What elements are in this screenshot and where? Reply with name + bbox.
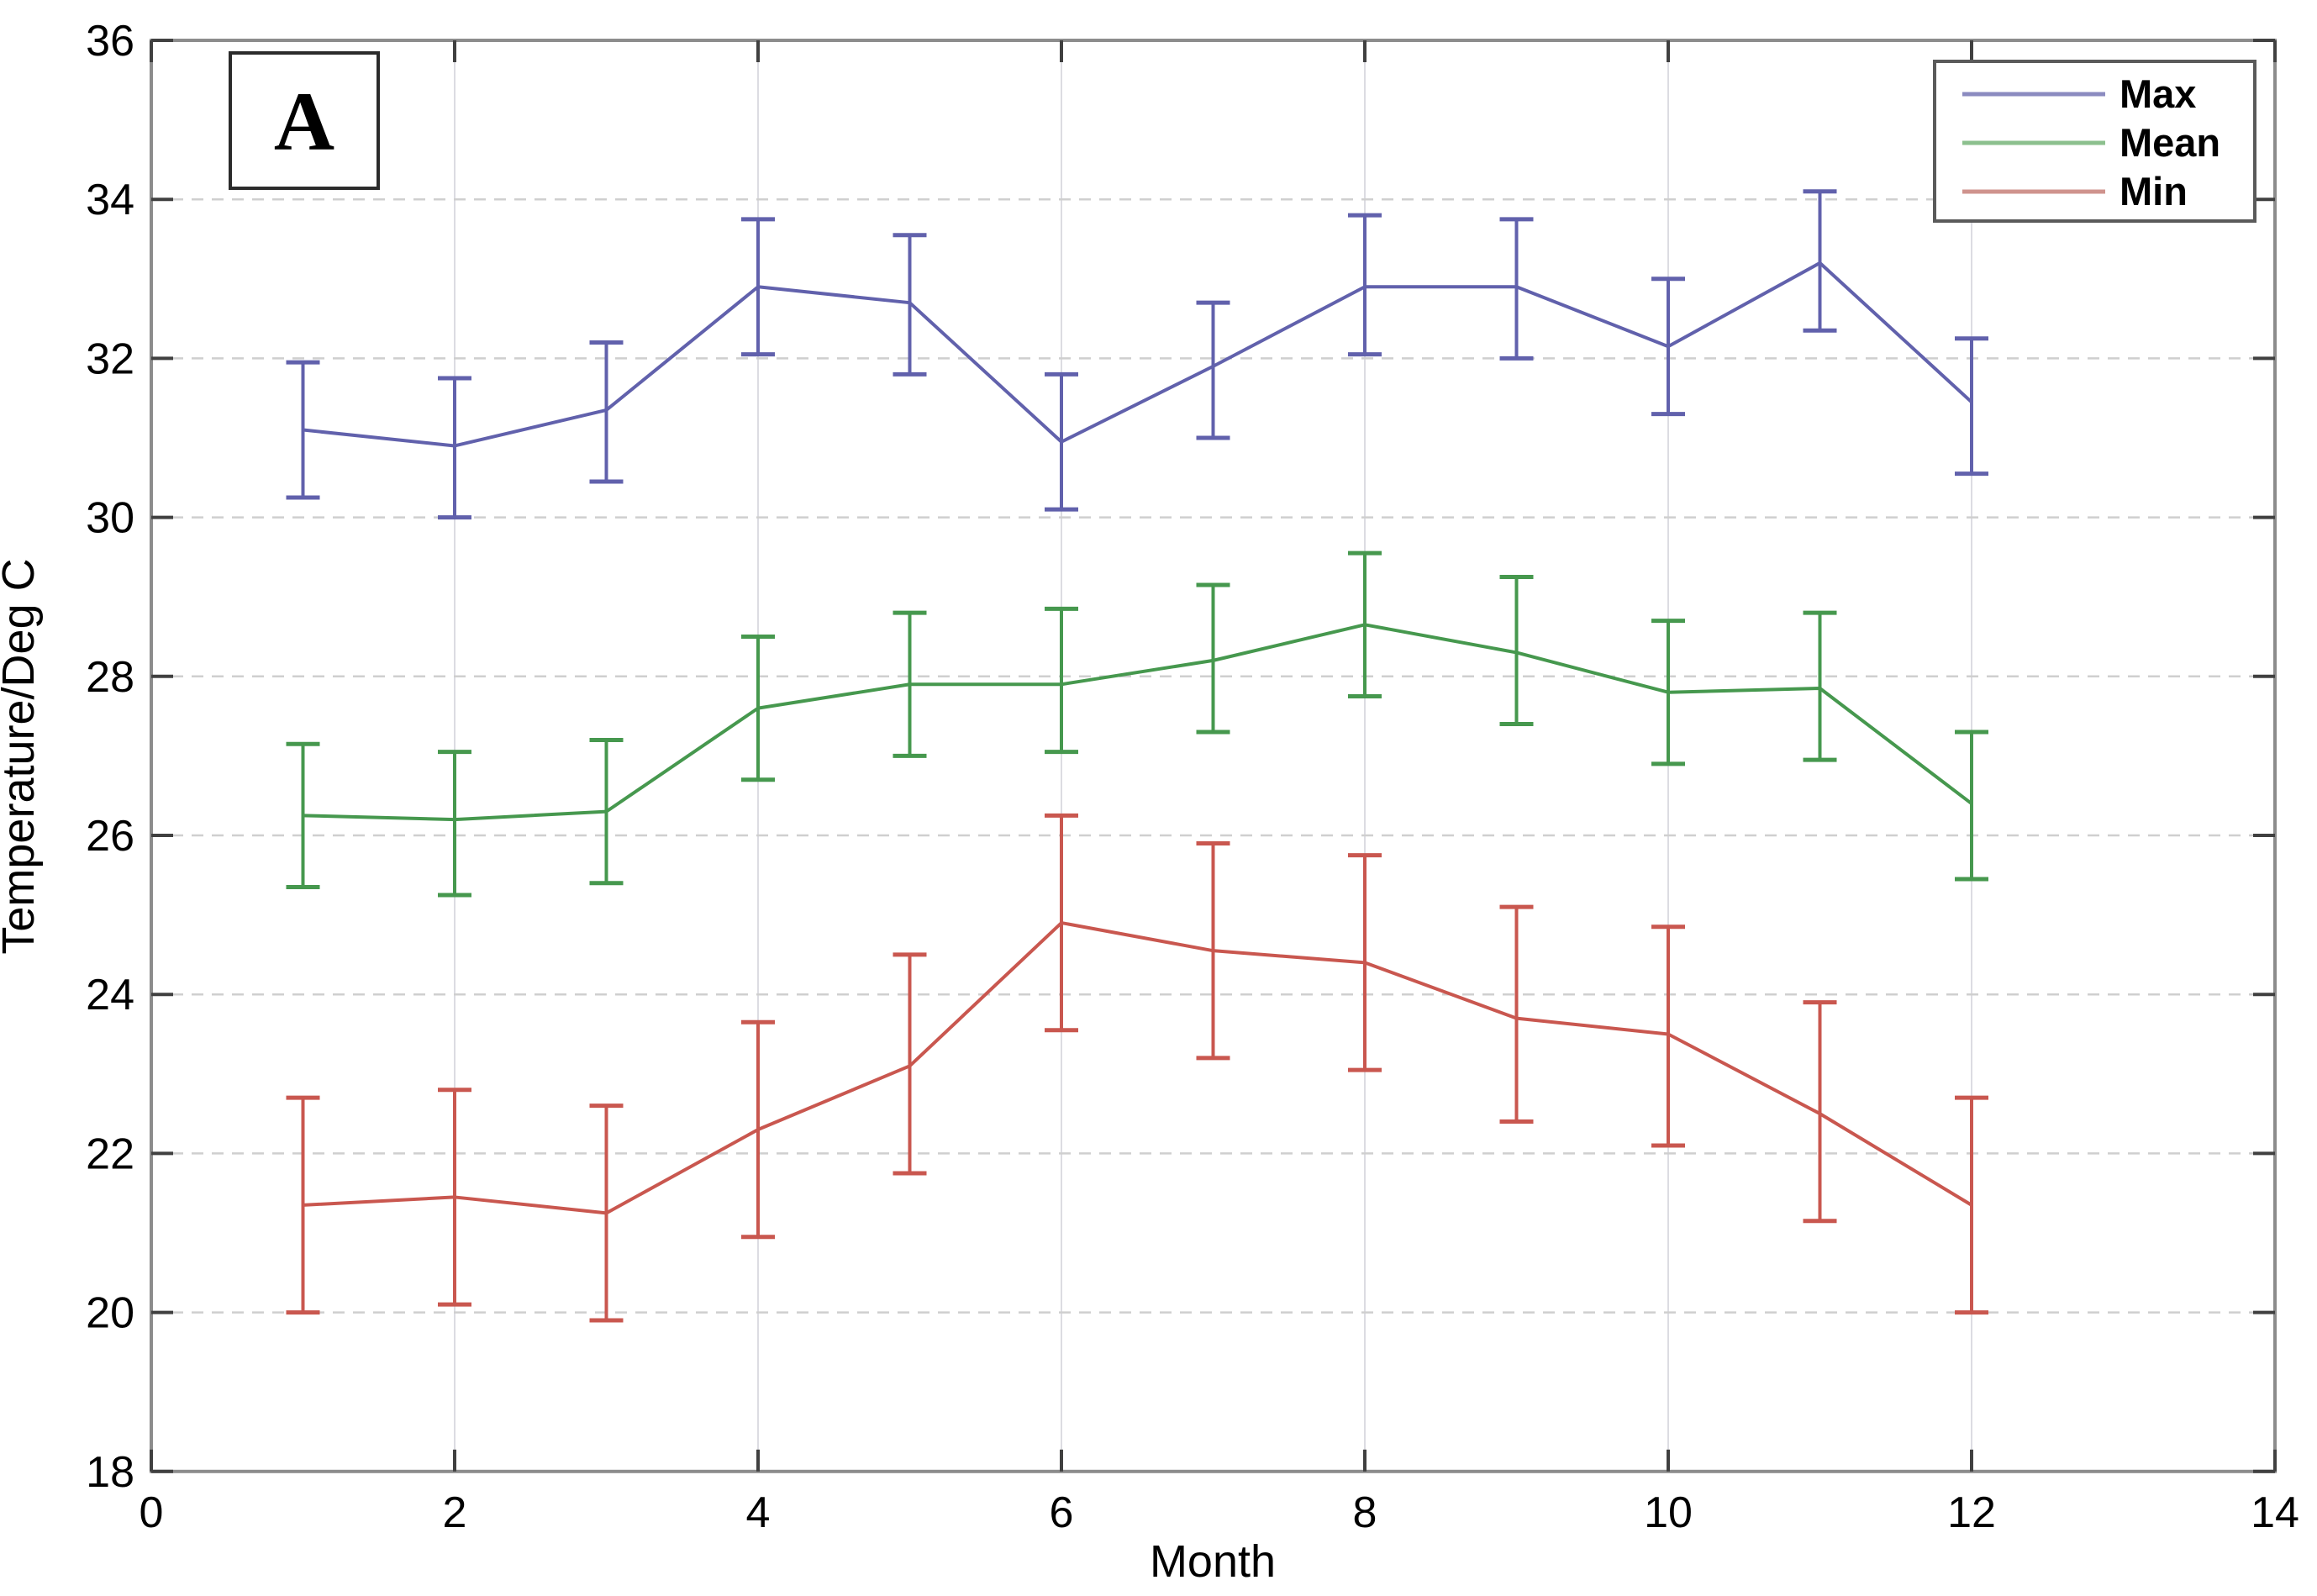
min-series-line (303, 921, 1973, 1215)
max-error-bar (1196, 300, 1230, 440)
min-error-bar (1803, 1000, 1837, 1224)
x-tick-label: 14 (2251, 1488, 2299, 1537)
y-tick-label: 26 (86, 812, 134, 861)
max-error-bar (438, 376, 471, 520)
max-error-bar (1499, 217, 1534, 361)
plot-frame (150, 39, 2277, 1473)
max-error-bar (1955, 336, 1988, 477)
y-tick-label: 28 (86, 653, 134, 702)
mean-series (286, 550, 1988, 898)
y-tick-label: 24 (86, 971, 134, 1019)
max-series (286, 189, 1988, 520)
legend-label-min: Min (2120, 169, 2188, 213)
y-tick-label: 22 (86, 1130, 134, 1178)
x-tick-label: 8 (1353, 1488, 1377, 1537)
mean-series-line (303, 623, 1973, 822)
series-layer (286, 189, 1988, 1323)
y-tick-label: 32 (86, 334, 134, 383)
y-axis-label: Temperature/Deg C (0, 558, 44, 954)
max-error-bar (1348, 213, 1382, 357)
mean-error-bar (1196, 582, 1230, 735)
legend-label-max: Max (2120, 71, 2196, 116)
panel-label-box: A (229, 51, 380, 190)
x-tick-label: 12 (1947, 1488, 1996, 1537)
x-tick-label: 6 (1050, 1488, 1074, 1537)
y-tick-label: 30 (86, 494, 134, 543)
y-tick-label: 18 (86, 1448, 134, 1497)
x-tick-label: 0 (140, 1488, 164, 1537)
mean-error-bar (1803, 610, 1837, 762)
legend: Max Mean Min (1933, 60, 2256, 223)
mean-error-bar (438, 750, 471, 898)
panel-label-border (229, 51, 380, 190)
mean-error-bar (1045, 606, 1078, 755)
ticks-layer (150, 39, 2277, 1473)
min-error-bar (1499, 904, 1534, 1125)
y-tick-label: 34 (86, 176, 134, 224)
panel-label: A (274, 75, 334, 168)
min-series (286, 813, 1988, 1323)
mean-error-bar (1499, 575, 1534, 727)
min-error-bar (1651, 924, 1685, 1148)
max-series-line (303, 261, 1973, 448)
max-error-bar (589, 340, 624, 484)
y-tick-label: 20 (86, 1289, 134, 1338)
legend-label-mean: Mean (2120, 120, 2220, 165)
max-error-bar (1803, 189, 1837, 333)
mean-error-bar (1955, 730, 1988, 882)
x-tick-label: 10 (1644, 1488, 1693, 1537)
x-tick-label: 4 (746, 1488, 771, 1537)
x-axis-label: Month (1150, 1536, 1276, 1587)
x-tick-label: 2 (443, 1488, 467, 1537)
y-tick-label: 36 (86, 17, 134, 66)
